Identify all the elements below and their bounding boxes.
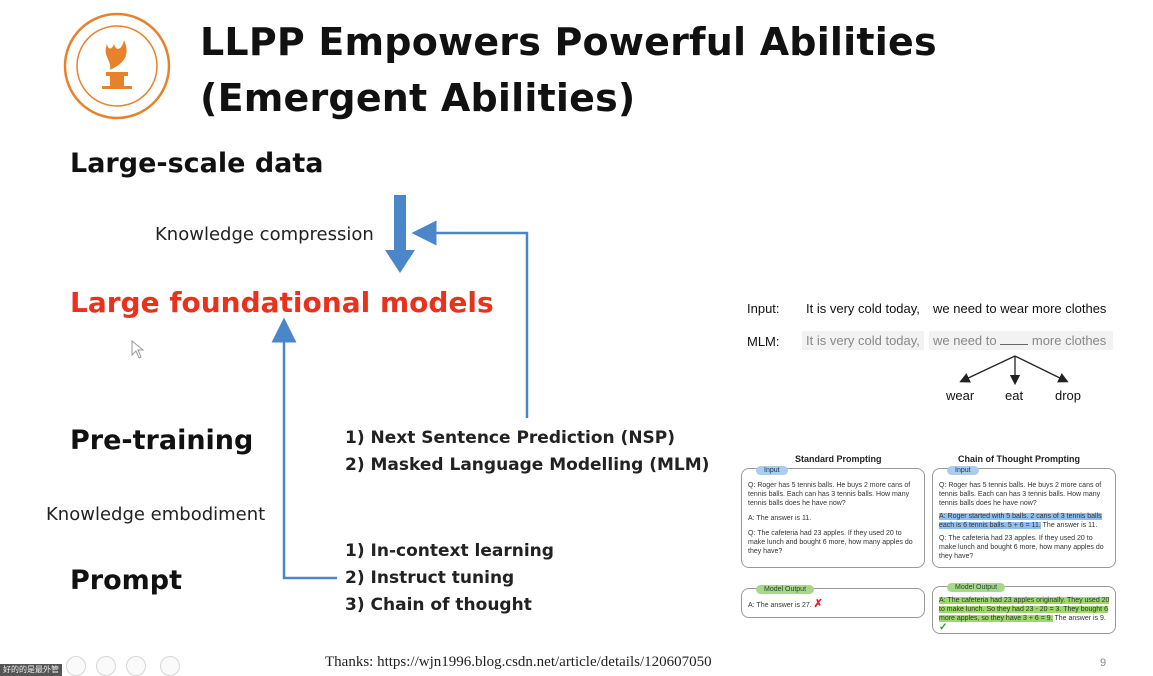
zoom-icon[interactable] xyxy=(126,656,146,676)
cot-question-1: Q: Roger has 5 tennis balls. He buys 2 m… xyxy=(939,482,1102,507)
standard-input-card: Input Q: Roger has 5 tennis balls. He bu… xyxy=(741,466,925,568)
mlm-input-part1: It is very cold today, xyxy=(806,301,920,316)
std-output-text: A: The answer is 27. xyxy=(748,602,812,609)
model-output-pill: Model Output xyxy=(756,585,815,594)
mlm-masked-label: MLM: xyxy=(747,334,780,349)
prompt-label: Prompt xyxy=(70,565,183,596)
previous-icon[interactable] xyxy=(66,656,86,676)
mlm-masked-part2: we need to xyxy=(933,333,997,348)
mlm-candidate-arrows xyxy=(959,355,1069,386)
knowledge-embodiment-label: Knowledge embodiment xyxy=(46,504,266,525)
cot-output-end: The answer is 9. xyxy=(1054,615,1106,622)
list-item: 1) Next Sentence Prediction (NSP) xyxy=(345,428,676,448)
input-pill: Input xyxy=(947,466,979,475)
std-question-2: Q: The cafeteria had 23 apples. If they … xyxy=(748,530,913,555)
cot-answer-1: A: Roger started with 5 balls. 2 cans of… xyxy=(939,512,1111,530)
slide-title-line2: (Emergent Abilities) xyxy=(200,76,636,120)
more-icon[interactable] xyxy=(160,656,180,676)
mask-blank xyxy=(1000,334,1029,345)
large-scale-data-label: Large-scale data xyxy=(70,148,324,179)
mouse-cursor-icon xyxy=(131,340,145,359)
slide-title-line1: LLPP Empowers Powerful Abilities xyxy=(200,20,937,64)
pretraining-task-list: 1) Next Sentence Prediction (NSP) 2) Mas… xyxy=(345,425,709,479)
feedback-arrow-upper xyxy=(411,220,529,418)
pen-icon[interactable] xyxy=(96,656,116,676)
std-answer-1: A: The answer is 11. xyxy=(748,515,812,522)
feedback-arrow-lower xyxy=(271,317,337,580)
foundational-models-label: Large foundational models xyxy=(70,286,494,319)
mlm-masked-part1: It is very cold today, xyxy=(802,331,924,350)
cot-prompting-title: Chain of Thought Prompting xyxy=(958,454,1080,464)
prompt-method-list: 1) In-context learning 2) Instruct tunin… xyxy=(345,538,554,619)
standard-output-card: Model Output A: The answer is 27. ✗ xyxy=(741,585,925,618)
overlay-ticker: 好的的是最外管 xyxy=(0,664,62,676)
mlm-masked-part3: more clothes xyxy=(1031,333,1107,348)
list-item: 2) Instruct tuning xyxy=(345,568,515,588)
cot-answer-1-end: The answer is 11. xyxy=(1042,522,1098,529)
cot-input-card: Input Q: Roger has 5 tennis balls. He bu… xyxy=(932,466,1116,568)
mlm-input-label: Input: xyxy=(747,301,780,316)
down-arrow-icon xyxy=(385,195,415,273)
model-output-pill: Model Output xyxy=(947,583,1006,592)
candidate-word: drop xyxy=(1055,388,1082,403)
mlm-input-part2: we need to wear more clothes xyxy=(933,301,1107,316)
list-item: 3) Chain of thought xyxy=(345,595,532,615)
cot-question-2: Q: The cafeteria had 23 apples. If they … xyxy=(939,535,1104,560)
candidate-word: wear xyxy=(946,388,975,403)
knowledge-compression-label: Knowledge compression xyxy=(155,224,374,245)
university-logo xyxy=(63,12,171,120)
cot-output-card: Model Output A: The cafeteria had 23 app… xyxy=(932,583,1116,634)
candidate-word: eat xyxy=(1005,388,1024,403)
std-question-1: Q: Roger has 5 tennis balls. He buys 2 m… xyxy=(748,482,911,507)
standard-prompting-title: Standard Prompting xyxy=(795,454,882,464)
mlm-masked-sentence: we need to more clothes xyxy=(929,331,1113,350)
check-icon: ✓ xyxy=(939,622,948,633)
pretraining-label: Pre-training xyxy=(70,425,254,456)
footer-citation: Thanks: https://wjn1996.blog.csdn.net/ar… xyxy=(325,654,712,670)
input-pill: Input xyxy=(756,466,788,475)
list-item: 2) Masked Language Modelling (MLM) xyxy=(345,455,710,475)
wrong-x-icon: ✗ xyxy=(813,598,823,610)
list-item: 1) In-context learning xyxy=(345,541,554,561)
page-number: 9 xyxy=(1100,657,1107,669)
